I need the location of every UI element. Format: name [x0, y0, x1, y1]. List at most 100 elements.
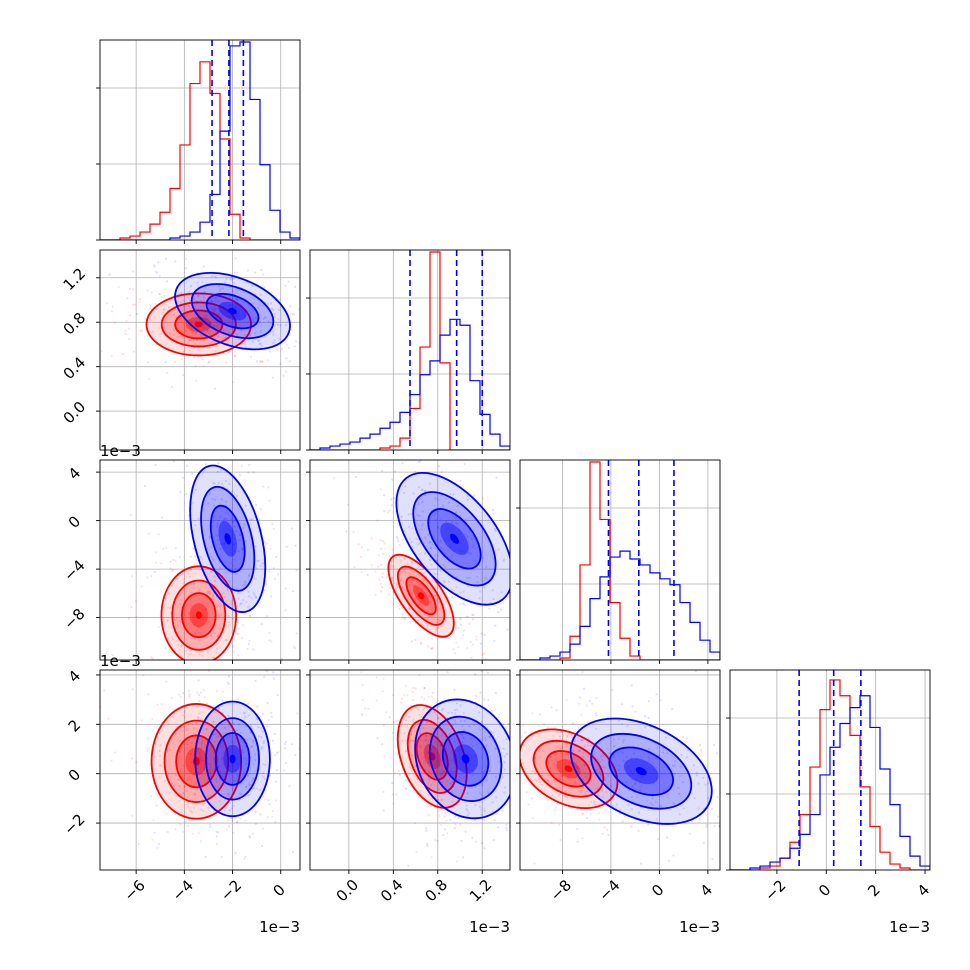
scatter-point — [176, 729, 179, 732]
scatter-point — [410, 582, 413, 585]
scatter-point — [172, 460, 175, 463]
scatter-point — [107, 717, 110, 720]
scatter-point — [223, 726, 227, 730]
scatter-point — [197, 693, 201, 697]
scatter-point — [590, 744, 593, 747]
scatter-point — [430, 797, 433, 800]
scatter-point — [424, 768, 427, 772]
scatter-point — [502, 776, 505, 779]
scatter-point — [463, 462, 466, 465]
scatter-point — [463, 719, 466, 723]
scatter-point — [239, 474, 242, 477]
scatter-point — [401, 616, 404, 619]
scatter-point — [159, 764, 162, 767]
scatter-point — [188, 693, 191, 696]
scatter-point — [212, 662, 214, 664]
scatter-point — [218, 765, 221, 768]
scatter-point — [483, 698, 486, 701]
scatter-point — [523, 559, 525, 561]
scatter-point — [417, 566, 420, 569]
scatter-point — [173, 314, 176, 317]
scatter-point — [203, 310, 207, 313]
scatter-point — [409, 592, 412, 595]
scatter-point — [193, 582, 196, 586]
scatter-point — [471, 546, 474, 549]
scatter-point — [596, 793, 600, 796]
scatter-point — [582, 738, 585, 742]
scatter-point — [186, 751, 190, 754]
scatter-point — [182, 582, 185, 585]
scatter-point — [188, 769, 191, 773]
scatter-point — [210, 667, 212, 669]
scatter-point — [217, 789, 220, 792]
scatter-point — [471, 836, 474, 839]
scatter-point — [473, 765, 476, 768]
scatter-point — [211, 657, 214, 660]
scatter-point — [223, 517, 226, 520]
scatter-point — [258, 343, 261, 346]
scatter-point — [530, 560, 532, 562]
scatter-point — [640, 862, 643, 865]
scatter-point — [207, 422, 209, 424]
scatter-point — [410, 562, 413, 565]
scatter-point — [553, 576, 555, 578]
scatter-point — [792, 794, 794, 796]
scatter-point — [585, 704, 588, 707]
scatter-point — [437, 799, 440, 802]
scatter-point — [487, 791, 490, 794]
scatter-point — [247, 605, 250, 608]
scatter-point — [142, 674, 145, 677]
scatter-point — [464, 830, 467, 834]
scatter-point — [260, 747, 263, 751]
scatter-point — [433, 839, 436, 842]
scatter-point — [235, 602, 239, 605]
scatter-point — [261, 844, 264, 848]
scatter-point — [381, 469, 384, 472]
scatter-point — [524, 711, 526, 713]
scatter-point — [457, 778, 460, 781]
scatter-point — [197, 831, 200, 835]
scatter-point — [404, 773, 407, 777]
scatter-point — [474, 785, 477, 788]
scatter-point — [244, 540, 247, 543]
scatter-point — [241, 624, 244, 627]
scatter-point — [200, 628, 203, 631]
scatter-point — [293, 647, 296, 650]
scatter-point — [270, 291, 273, 294]
scatter-point — [182, 764, 185, 767]
scatter-point — [406, 562, 409, 565]
scatter-point — [313, 274, 315, 276]
scatter-point — [625, 755, 628, 758]
density-peak-blue — [449, 533, 459, 544]
y-tick-label: 4 — [65, 667, 84, 686]
y-tick-label: 0.0 — [60, 398, 90, 428]
scatter-point — [439, 743, 442, 747]
scatter-point — [471, 745, 474, 748]
scatter-point — [247, 702, 250, 705]
scatter-point — [630, 684, 633, 687]
scatter-point — [262, 742, 265, 745]
scatter-point — [434, 627, 437, 630]
scatter-point — [110, 759, 113, 762]
scatter-point — [225, 361, 228, 364]
scatter-point — [407, 513, 410, 516]
scatter-point — [252, 302, 255, 305]
scatter-point — [474, 754, 477, 757]
scatter-point — [418, 541, 421, 545]
scatter-point — [225, 600, 228, 603]
scatter-point — [192, 624, 195, 627]
scatter-point — [186, 803, 189, 806]
scatter-point — [482, 556, 485, 560]
scatter-point — [236, 752, 239, 755]
panel-content — [332, 460, 555, 660]
scatter-point — [224, 806, 227, 809]
scatter-point — [561, 774, 564, 777]
scatter-point — [200, 741, 204, 745]
scatter-point — [376, 379, 378, 381]
scatter-point — [224, 439, 226, 441]
scatter-point — [392, 802, 395, 805]
scatter-point — [514, 722, 516, 724]
scatter-point — [244, 504, 247, 507]
scatter-point — [279, 362, 282, 365]
scatter-point — [603, 766, 607, 769]
